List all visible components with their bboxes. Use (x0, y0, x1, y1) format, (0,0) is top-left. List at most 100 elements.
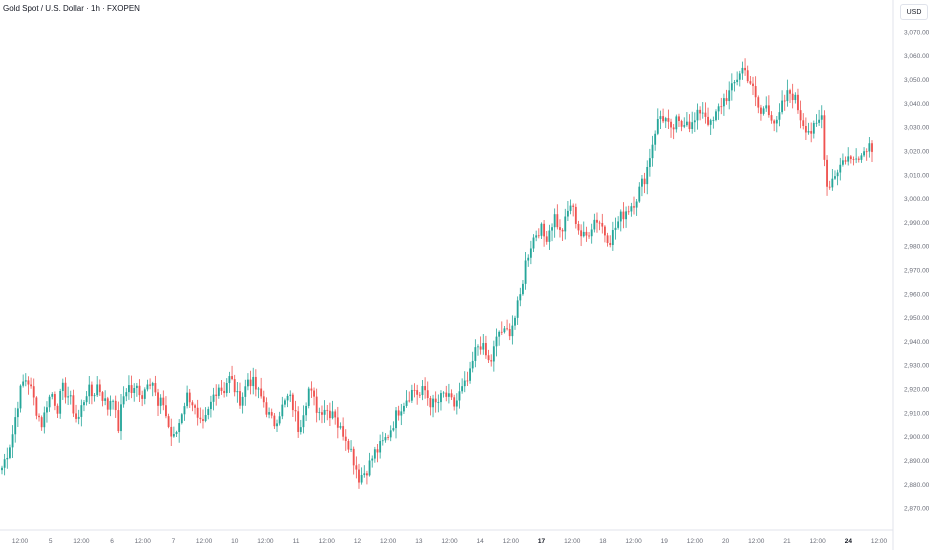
candle (165, 396, 167, 419)
candle-body (619, 211, 622, 222)
candle (130, 375, 133, 399)
candle (281, 396, 284, 420)
y-tick-label: 2,930.00 (904, 363, 930, 370)
y-tick-label: 3,070.00 (904, 29, 930, 36)
candle (450, 389, 453, 400)
candle-body (646, 166, 649, 185)
candle-body (564, 216, 567, 232)
candle (566, 200, 569, 222)
candle-body (466, 380, 469, 382)
candle-body (455, 400, 458, 407)
candle-body (104, 398, 107, 401)
candle (429, 395, 432, 416)
candle (603, 225, 606, 243)
candle-body (720, 106, 723, 108)
candle (733, 79, 736, 92)
candle (760, 104, 762, 121)
candle-body (392, 428, 395, 431)
x-tick-label: 12:00 (625, 538, 642, 545)
y-tick-label: 2,910.00 (904, 410, 930, 417)
candle (88, 376, 91, 405)
candle-body (114, 400, 117, 411)
candle (252, 367, 255, 395)
candle-body (326, 409, 329, 411)
candle (83, 399, 85, 412)
candle-body (328, 410, 331, 419)
candle-body (27, 380, 30, 385)
candle (635, 198, 638, 216)
y-tick-label: 2,880.00 (904, 482, 930, 489)
candle (51, 392, 54, 400)
x-tick-label: 12:00 (196, 538, 213, 545)
candle-body (828, 186, 831, 188)
candle (508, 323, 511, 341)
candle-body (384, 437, 387, 441)
candle-body (633, 206, 635, 208)
candle (194, 403, 196, 415)
candle-body (775, 119, 778, 124)
y-tick-label: 2,990.00 (904, 220, 930, 227)
candle (786, 79, 789, 107)
candle-body (313, 390, 315, 397)
candle-body (410, 389, 413, 401)
candle (30, 377, 33, 389)
candle-body (117, 410, 120, 432)
candle (379, 434, 382, 459)
candle (273, 413, 276, 429)
candle-body (707, 116, 709, 125)
candle (728, 81, 731, 110)
candle-body (302, 415, 305, 428)
candle (276, 419, 278, 433)
candle-body (603, 226, 606, 236)
candle (765, 96, 768, 112)
candle-body (670, 121, 672, 128)
candle-body (257, 388, 260, 390)
candle (773, 119, 776, 132)
candle-body (450, 393, 453, 398)
candle-body (691, 122, 694, 130)
candle-body (122, 396, 125, 405)
candle-body (667, 118, 670, 122)
candle (352, 446, 355, 475)
candle (291, 392, 294, 418)
candle-body (442, 392, 445, 394)
x-tick-label: 12:00 (687, 538, 704, 545)
candle-body (276, 423, 278, 427)
candle (11, 425, 14, 459)
candle (286, 393, 289, 408)
candle (804, 117, 807, 141)
candle (384, 433, 387, 443)
candle-body (286, 395, 289, 401)
candle (738, 70, 741, 87)
candle-body (492, 346, 495, 362)
candle-body (334, 411, 337, 418)
candle-body (559, 227, 561, 230)
candle (453, 394, 456, 411)
candle-body (437, 402, 440, 403)
currency-badge[interactable]: USD (900, 4, 928, 20)
candle-body (469, 368, 471, 381)
candle-body (461, 386, 464, 392)
candle (294, 400, 297, 422)
x-tick-label: 12:00 (441, 538, 458, 545)
candle-body (249, 379, 252, 387)
candle-body (363, 473, 366, 476)
candle (461, 378, 464, 394)
candle-body (85, 396, 88, 403)
candle-body (35, 397, 38, 416)
candle-body (643, 178, 646, 185)
candle-body (209, 401, 212, 410)
candle (162, 390, 165, 411)
time-axis: 12:00 5 12:00 6 12:00 7 12:00 10 12:00 11 12:00 12 1… (0, 529, 893, 545)
price-axis: 2,870.00 2,880.00 2,890.00 2,900.00 2,910.00… (892, 0, 930, 550)
y-tick-label: 2,900.00 (904, 434, 930, 441)
candles-layer (1, 58, 873, 489)
candle (667, 109, 670, 130)
candle-body (802, 120, 805, 127)
candle (207, 406, 210, 420)
candle-body (75, 413, 77, 419)
candle (1, 465, 3, 475)
candle-body (712, 120, 715, 121)
